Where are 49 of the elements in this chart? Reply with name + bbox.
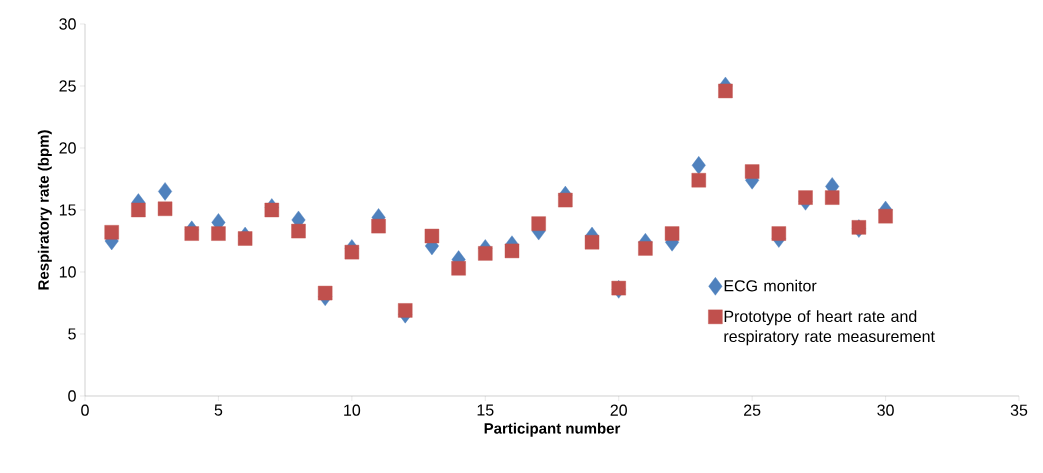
point: [771, 226, 787, 241]
point: [158, 182, 173, 201]
point: [744, 164, 760, 179]
point: [478, 246, 493, 261]
x-tick-label: 5: [214, 404, 223, 416]
x-tick-label: 20: [610, 404, 627, 416]
point: [184, 226, 199, 241]
y-tick-label: 10: [59, 266, 76, 278]
y-tick-label: 20: [59, 142, 76, 154]
x-tick-label: 35: [1010, 404, 1028, 416]
legend-label: ECG monitor: [724, 279, 817, 292]
point: [131, 202, 146, 218]
point: [691, 173, 706, 188]
point: [451, 261, 466, 276]
point: [878, 208, 893, 224]
point: [638, 241, 653, 256]
y-tick-label: 15: [59, 204, 76, 216]
x-axis-title: Participant number: [484, 422, 621, 437]
point: [291, 223, 306, 239]
point: [104, 225, 119, 240]
legend-label: Prototype of heart rate and respiratory rate measurement: [724, 310, 935, 346]
x-tick-label: 25: [744, 404, 761, 416]
point: [584, 235, 600, 250]
point: [718, 83, 733, 99]
point: [398, 303, 413, 318]
y-tick-label: 0: [68, 390, 76, 402]
x-tick-label: 15: [477, 404, 494, 416]
point: [371, 218, 386, 234]
point: [211, 226, 226, 241]
point: [264, 202, 280, 218]
point: [157, 201, 173, 216]
point: [691, 156, 706, 175]
point: [424, 228, 440, 244]
y-tick-label: 30: [59, 18, 76, 30]
point: [531, 216, 546, 231]
point: [317, 285, 333, 301]
y-tick-label: 25: [59, 80, 76, 92]
point: [344, 244, 360, 260]
point: [798, 190, 813, 205]
x-tick-label: 30: [877, 404, 894, 416]
x-tick-label: 0: [81, 404, 89, 416]
point: [504, 243, 520, 259]
point: [825, 190, 840, 205]
point: [558, 192, 573, 208]
y-tick-label: 5: [68, 328, 76, 340]
x-tick-label: 10: [344, 404, 361, 416]
point: [237, 231, 253, 246]
point: [664, 226, 680, 241]
y-axis-title: Respiratory rate (bpm): [37, 130, 52, 290]
